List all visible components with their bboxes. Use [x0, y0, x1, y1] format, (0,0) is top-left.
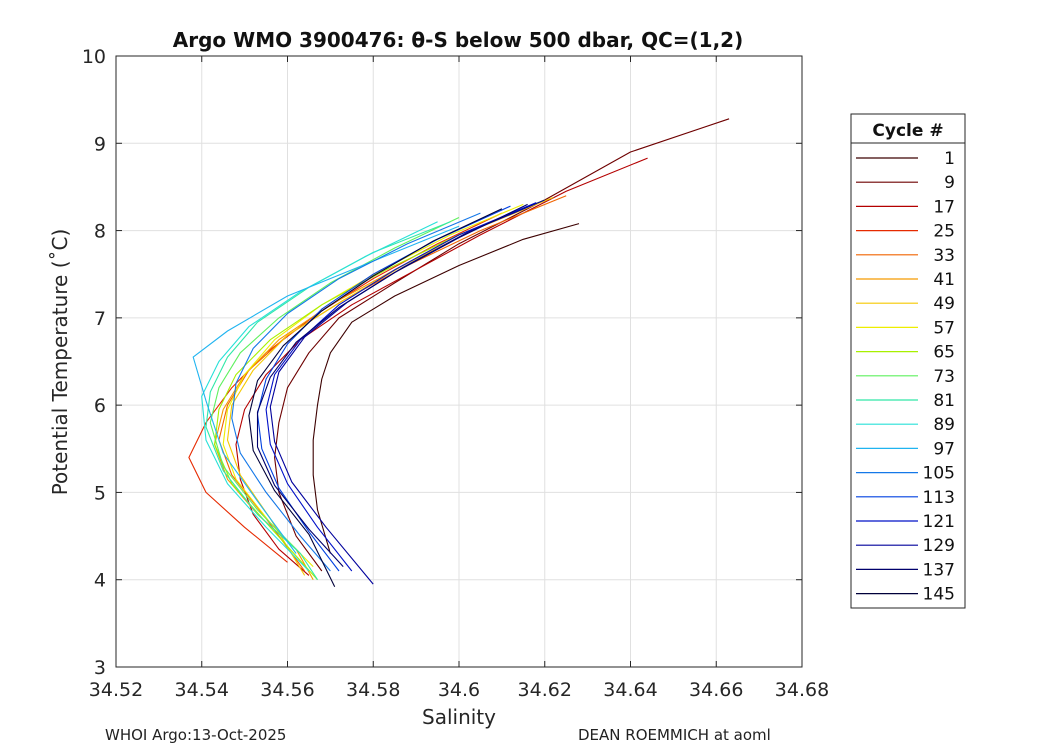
x-tick-label: 34.58 — [346, 679, 400, 701]
series-line-cycle-49 — [226, 196, 554, 576]
series-layer — [188, 118, 730, 587]
legend-label-57: 57 — [933, 318, 955, 338]
legend-label-97: 97 — [933, 439, 955, 459]
legend-entries: 1 9 17 25 33 41 49 57 65 73 81 89 97 105 113 121 129 137 1… — [856, 149, 955, 605]
legend-label-49: 49 — [933, 294, 955, 314]
legend-label-73: 73 — [933, 367, 955, 387]
legend-label-41: 41 — [933, 270, 955, 290]
legend-label-145: 145 — [923, 585, 955, 605]
x-axis-label: Salinity — [422, 705, 496, 729]
legend-box — [850, 113, 966, 609]
x-tick-label: 34.6 — [438, 679, 480, 701]
legend-label-25: 25 — [933, 222, 955, 242]
legend-label-81: 81 — [933, 391, 955, 411]
legend-label-121: 121 — [923, 512, 955, 532]
series-line-cycle-121 — [265, 202, 537, 572]
y-tick-label: 9 — [94, 133, 106, 155]
legend-label-33: 33 — [933, 246, 955, 266]
y-tick-label: 10 — [82, 46, 106, 68]
footer-right-credit: DEAN ROEMMICH at aoml — [578, 726, 771, 744]
y-tick-label: 8 — [94, 221, 106, 243]
legend: Cycle # 1 9 17 25 33 41 49 57 65 73 81 89 97 105 113 12… — [850, 113, 966, 609]
y-tick-label: 7 — [94, 308, 106, 330]
series-line-cycle-25 — [188, 212, 503, 563]
series-line-cycle-89 — [201, 221, 438, 572]
x-tick-label: 34.62 — [518, 679, 572, 701]
x-tick-labels: 34.52 34.54 34.56 34.58 34.6 34.62 34.64 34.66 3… — [89, 56, 829, 701]
series-line-cycle-1 — [312, 223, 580, 554]
footer-left-credit: WHOI Argo:13-Oct-2025 — [105, 726, 287, 744]
legend-label-17: 17 — [933, 197, 955, 217]
legend-label-89: 89 — [933, 415, 955, 435]
legend-label-129: 129 — [923, 536, 955, 556]
x-tick-label: 34.66 — [689, 679, 743, 701]
y-tick-label: 4 — [94, 570, 106, 592]
legend-label-1: 1 — [944, 149, 955, 169]
legend-label-137: 137 — [923, 560, 955, 580]
series-line-cycle-105 — [231, 212, 481, 572]
series-line-cycle-137 — [256, 203, 528, 567]
series-line-cycle-97 — [192, 225, 460, 554]
chart-title: Argo WMO 3900476: θ-S below 500 dbar, QC… — [173, 28, 743, 52]
x-tick-label: 34.54 — [175, 679, 229, 701]
y-tick-labels: 3 4 5 6 7 8 9 10 — [82, 46, 802, 679]
series-line-cycle-113 — [256, 205, 511, 572]
y-tick-label: 6 — [94, 395, 106, 417]
x-tick-label: 34.68 — [775, 679, 829, 701]
y-tick-label: 5 — [94, 482, 106, 504]
legend-label-113: 113 — [923, 488, 955, 508]
series-line-cycle-129 — [269, 199, 545, 585]
legend-label-105: 105 — [923, 464, 955, 484]
y-axis-label: Potential Temperature (˚C) — [48, 229, 72, 496]
legend-label-9: 9 — [944, 173, 955, 193]
legend-title: Cycle # — [872, 121, 943, 141]
series-line-cycle-17 — [235, 157, 648, 576]
legend-label-65: 65 — [933, 343, 955, 363]
y-tick-label: 3 — [94, 657, 106, 679]
series-line-cycle-145 — [248, 208, 503, 587]
x-tick-label: 34.52 — [89, 679, 143, 701]
x-tick-label: 34.64 — [603, 679, 657, 701]
x-tick-label: 34.56 — [260, 679, 314, 701]
